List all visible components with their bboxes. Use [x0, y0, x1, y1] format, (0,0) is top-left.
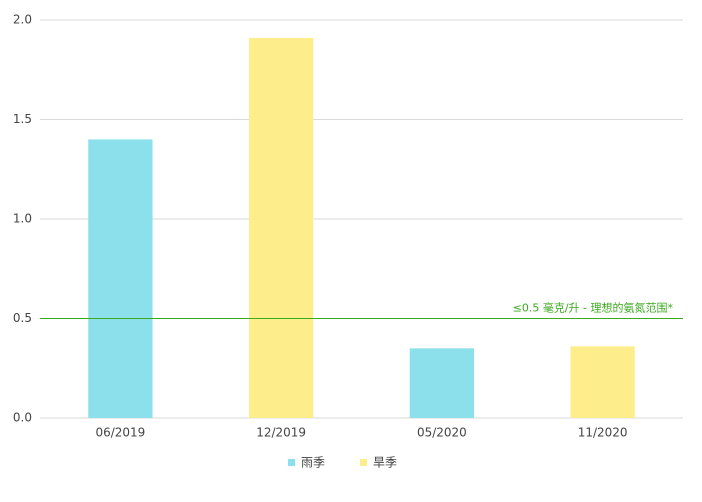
y-tick-label: 0.0: [13, 411, 32, 425]
x-tick-label: 11/2020: [578, 426, 628, 440]
bar: [88, 139, 153, 418]
x-tick-label: 12/2019: [256, 426, 306, 440]
y-tick-label: 1.5: [13, 112, 32, 126]
bar: [248, 37, 314, 418]
legend-swatch: [288, 459, 295, 466]
y-tick-label: 1.0: [13, 212, 32, 226]
y-tick-label: 2.0: [13, 13, 32, 27]
legend-label: 雨季: [301, 456, 325, 470]
reference-label: ≤0.5 毫克/升 - 理想的氨氮范围*: [513, 301, 674, 315]
x-tick-label: 05/2020: [417, 426, 467, 440]
x-tick-label: 06/2019: [95, 426, 145, 440]
y-tick-label: 0.5: [13, 311, 32, 325]
bar: [409, 348, 475, 418]
legend-swatch: [360, 459, 367, 466]
bar: [570, 346, 635, 418]
legend-label: 旱季: [373, 456, 397, 470]
